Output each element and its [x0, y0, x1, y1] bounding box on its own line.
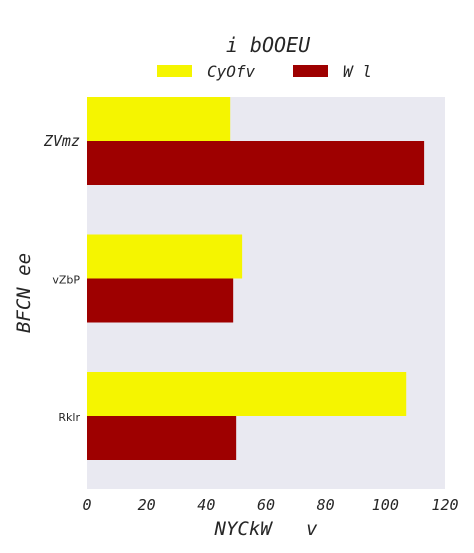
y-tick-label: Rklr: [58, 411, 80, 424]
legend-swatch-wl: [293, 65, 328, 77]
legend-label-cyofv: CyOfv: [207, 62, 256, 81]
bar-Rklr-series-1: [87, 416, 236, 460]
x-axis-label: NYCkW v: [214, 518, 319, 540]
bar-ZVmz-series-0: [87, 97, 230, 141]
x-tick-label: 60: [257, 496, 275, 514]
x-tick-label: 120: [431, 496, 458, 514]
x-tick-label: 80: [317, 496, 335, 514]
y-tick-label: ZVmz: [43, 132, 80, 150]
y-axis-label: BFCN ee: [13, 253, 35, 333]
x-tick-labels: 0 20 40 60 80 100 120: [82, 496, 458, 514]
bar-vZbP-series-1: [87, 279, 233, 323]
chart-title: i bOOEU: [226, 33, 311, 57]
legend-label-wl: W l: [343, 62, 372, 81]
legend-swatch-cyofv: [157, 65, 192, 77]
y-tick-labels: ZVmz vZbP Rklr: [43, 132, 81, 424]
x-tick-label: 100: [372, 496, 399, 514]
x-tick-label: 40: [197, 496, 215, 514]
bar-ZVmz-series-1: [87, 141, 424, 185]
bar-vZbP-series-0: [87, 235, 242, 279]
legend: CyOfv W l: [157, 62, 372, 81]
y-tick-label: vZbP: [52, 274, 80, 287]
x-tick-label: 0: [82, 496, 91, 514]
x-tick-label: 20: [138, 496, 156, 514]
bar-Rklr-series-0: [87, 372, 406, 416]
